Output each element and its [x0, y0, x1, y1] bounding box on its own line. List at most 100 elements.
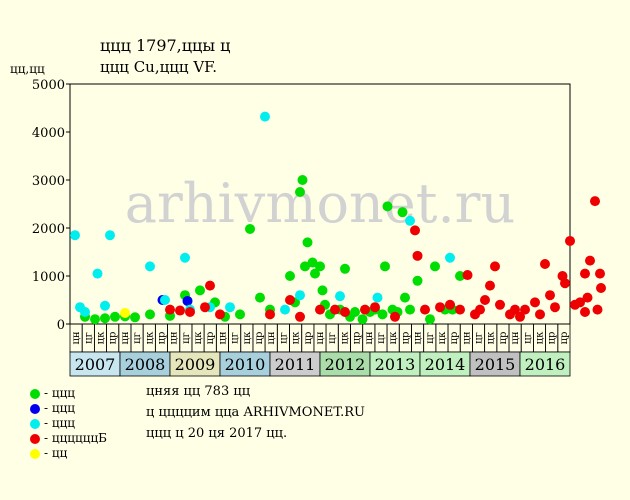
data-point [145, 309, 155, 320]
month-label: цр [156, 332, 167, 345]
data-point [310, 268, 320, 279]
year-cell [169, 351, 221, 377]
month-label: цн [510, 331, 521, 344]
month-label: цн [71, 331, 82, 344]
data-point [130, 312, 140, 323]
y-tick-label: 0 [57, 318, 65, 333]
data-point [302, 237, 313, 248]
year-label: 2011 [275, 355, 316, 374]
year-cell [369, 351, 421, 377]
y-tick-label: 5000 [32, 78, 65, 93]
data-point [515, 311, 525, 322]
data-point [595, 268, 605, 279]
data-point [205, 280, 215, 291]
data-point [120, 307, 130, 318]
legend-entry: - ццц [30, 416, 75, 430]
legend-entry: - цц [30, 446, 67, 460]
data-point [580, 307, 590, 317]
data-point [480, 295, 490, 305]
data-point [340, 263, 350, 274]
month-label: цк [388, 331, 399, 344]
year-label: 2012 [325, 355, 366, 374]
month-label: цр [303, 332, 314, 345]
data-point [370, 302, 380, 313]
data-point [455, 304, 465, 315]
data-point [540, 259, 550, 269]
year-label: 2008 [125, 355, 166, 374]
month-label: цк [144, 331, 155, 344]
y-tick-label: 1000 [32, 270, 65, 285]
data-point [92, 268, 103, 279]
data-point [510, 304, 520, 315]
data-point [260, 111, 270, 122]
data-point [550, 302, 560, 313]
month-label: цг [278, 332, 289, 344]
legend-label: - ццц [44, 401, 76, 415]
legend-marker [30, 418, 40, 429]
data-point [225, 302, 235, 313]
month-label: цг [522, 332, 533, 344]
month-label: цр [254, 332, 265, 345]
year-label: 2014 [425, 355, 466, 374]
data-point [185, 307, 195, 317]
data-point [582, 292, 593, 303]
data-point [382, 201, 393, 212]
month-label: цр [498, 332, 509, 345]
legend-entry: - ццц [30, 386, 75, 400]
info-line: цняя цц 783 цц [146, 384, 251, 399]
data-point [565, 235, 575, 246]
data-point [340, 307, 350, 317]
data-point [182, 295, 193, 306]
data-point [100, 313, 110, 324]
month-label: цг [376, 332, 387, 344]
month-label: цг [132, 332, 143, 344]
legend-label: - ццццццБ [44, 431, 107, 445]
data-point [295, 290, 305, 301]
month-label: цк [242, 331, 253, 344]
data-point [596, 283, 606, 293]
month-label: цр [547, 332, 558, 345]
y-tick-label: 4000 [32, 126, 65, 141]
data-point [380, 261, 390, 272]
year-label: 2010 [225, 355, 266, 374]
month-label: цн [217, 331, 228, 344]
data-point [285, 295, 295, 305]
year-cell [519, 351, 571, 377]
data-point [590, 196, 600, 207]
month-label: цг [425, 332, 436, 344]
month-label: цр [352, 332, 363, 345]
month-label: цк [339, 331, 350, 344]
data-point [425, 314, 435, 325]
data-point [110, 311, 120, 322]
data-point [195, 285, 205, 296]
year-cell [69, 351, 121, 377]
data-point [70, 230, 80, 241]
data-point [405, 304, 415, 315]
legend-marker [30, 388, 40, 399]
data-point [80, 307, 90, 317]
watermark: arhivmonet.ru [125, 172, 515, 235]
month-label: цн [413, 331, 424, 344]
data-point [315, 261, 325, 272]
legend-label: - ццц [44, 416, 76, 430]
month-label: цк [535, 331, 546, 344]
data-point [295, 311, 305, 322]
legend-label: - цц [44, 446, 68, 460]
data-point [420, 304, 430, 315]
month-label: цн [315, 331, 326, 344]
data-point [545, 290, 555, 301]
year-cell [419, 351, 471, 377]
year-label: 2009 [175, 355, 216, 374]
data-point [445, 299, 455, 310]
month-label: цн [266, 331, 277, 344]
data-point [160, 295, 170, 305]
data-point [495, 299, 505, 310]
data-point [360, 304, 370, 315]
data-point [175, 305, 185, 316]
year-label: 2015 [475, 355, 516, 374]
data-point [145, 261, 155, 272]
month-label: цг [327, 332, 338, 344]
month-label: цк [193, 331, 204, 344]
year-cell [269, 351, 321, 377]
